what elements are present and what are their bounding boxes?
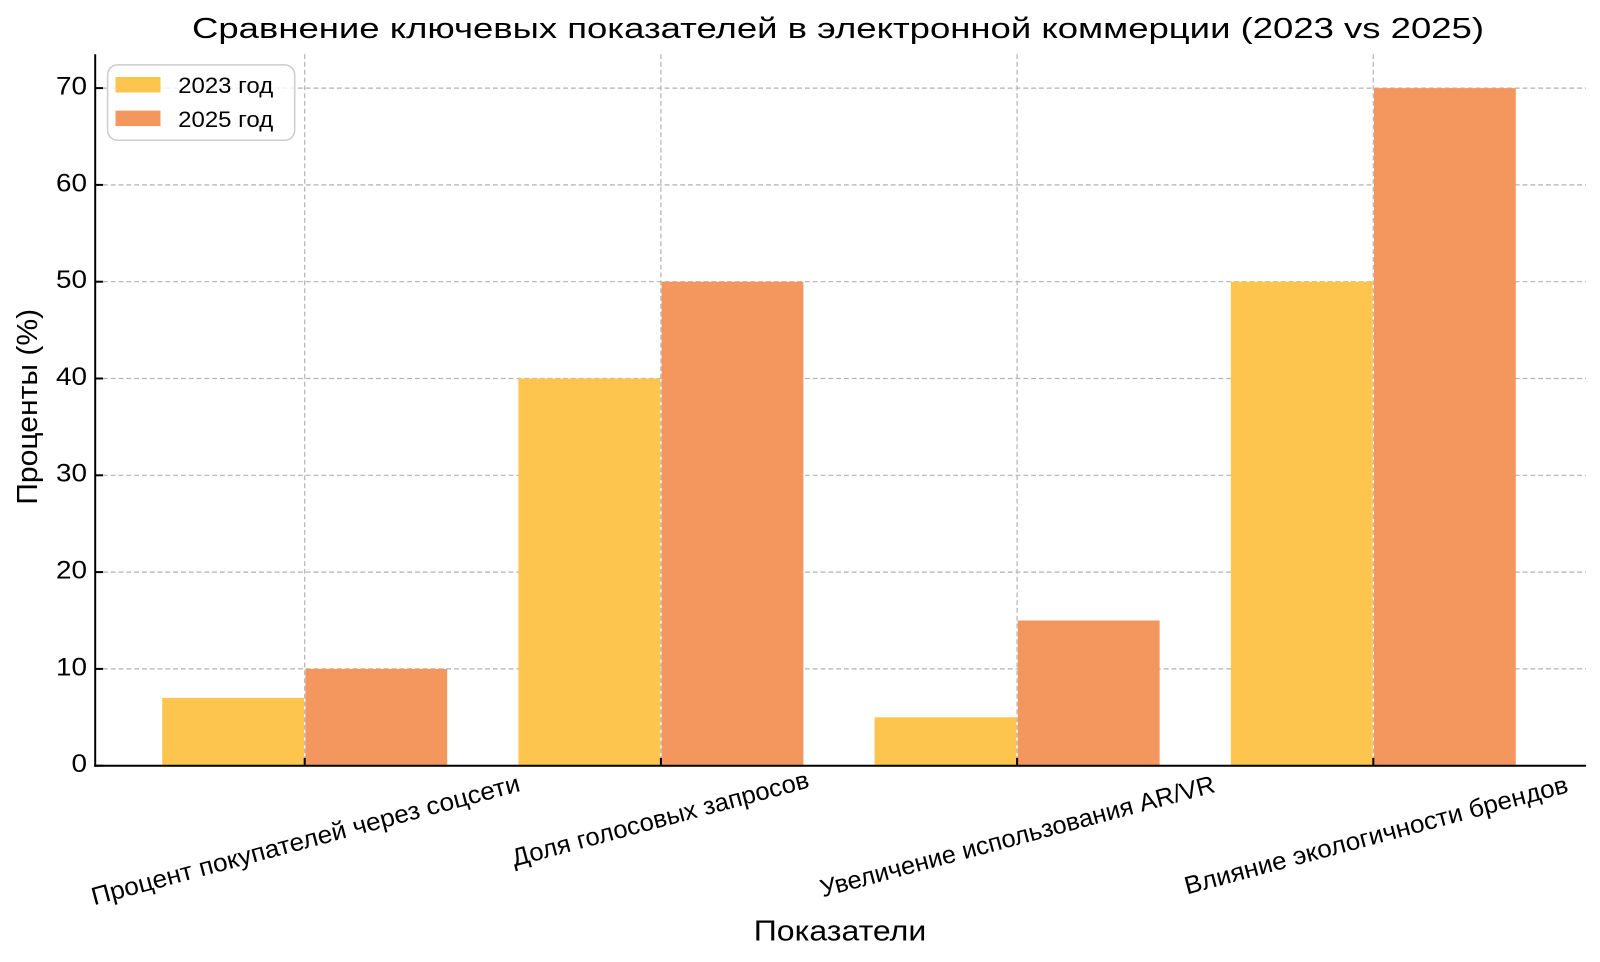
svg-text:40: 40: [56, 363, 87, 391]
svg-text:70: 70: [56, 73, 87, 101]
svg-text:2023 год: 2023 год: [178, 73, 273, 98]
svg-text:2025 год: 2025 год: [178, 107, 273, 132]
svg-text:Сравнение ключевых показателей: Сравнение ключевых показателей в электро…: [192, 13, 1484, 45]
svg-text:Проценты (%): Проценты (%): [12, 309, 44, 505]
svg-text:Показатели: Показатели: [754, 916, 927, 948]
svg-text:20: 20: [56, 557, 87, 585]
svg-text:10: 10: [56, 653, 87, 681]
svg-text:30: 30: [56, 460, 87, 488]
svg-text:50: 50: [56, 266, 87, 294]
svg-text:0: 0: [72, 750, 88, 778]
svg-text:60: 60: [56, 169, 87, 197]
